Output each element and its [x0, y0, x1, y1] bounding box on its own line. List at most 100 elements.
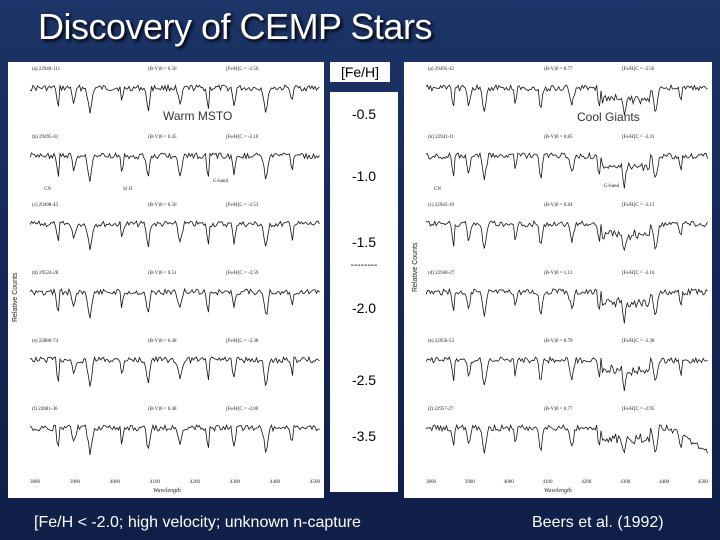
feature-label: CN [434, 187, 441, 192]
spectrum-color-index: (B-V)0 = 0.50 [148, 67, 177, 72]
spectrum-id: (b) 22941-11 [428, 135, 455, 140]
spectrum-panel: (a) 22940-111 (B-V)0 = 0.50 [Fe/H]C = -2.5… [30, 66, 320, 126]
spectrum-trace [426, 151, 708, 189]
left-y-axis-label: Relative Counts [12, 272, 19, 322]
spectrum-id: (a) 22940-111 [32, 67, 61, 72]
right-y-axis-label: Relative Counts [412, 242, 419, 292]
left-spectra-figure: Relative Counts (a) 22940-111 (B-V)0 = 0.… [8, 62, 324, 498]
spectrum-id: (b) 29495-41 [32, 135, 59, 140]
right-spectra-figure: Relative Counts (a) 29495-42 (B-V)0 = 0.7… [404, 62, 712, 498]
spectrum-trace [30, 152, 320, 182]
spectrum-color-index: (B-V)0 = 0.48 [148, 407, 177, 412]
metallicity-level: -1.5 [351, 234, 377, 250]
feature-label: Sr II [123, 187, 133, 192]
spectrum-metallicity: [Fe/H]C = -2.56 [226, 67, 259, 72]
spectrum-panel: (f) 22957-27 (B-V)0 = 0.77 [Fe/H]C = -2.95 [426, 406, 708, 466]
footer-criteria: [Fe/H < -2.0; high velocity; unknown n-c… [34, 514, 361, 531]
tick-label: 4000 [110, 480, 120, 485]
tick-label: 4100 [150, 480, 160, 485]
tick-label: 4400 [270, 480, 280, 485]
left-x-axis-label: Wavelength [153, 488, 181, 494]
spectrum-metallicity: [Fe/H]C = -3.16 [622, 271, 655, 276]
spectrum-trace [426, 219, 708, 252]
tick-label: 4500 [697, 480, 708, 485]
spectrum-trace [30, 355, 320, 387]
tick-label: 3800 [30, 480, 40, 485]
spectrum-color-index: (B-V)0 = 1.13 [544, 271, 573, 276]
spectrum-color-index: (B-V)0 = 0.84 [544, 203, 573, 208]
spectrum-trace [30, 423, 320, 456]
spectrum-trace [30, 83, 320, 114]
spectrum-panel: (c) 29498-43 (B-V)0 = 0.50 [Fe/H]C = -2.53 [30, 202, 320, 262]
spectrum-id: (d) 22948-27 [428, 271, 455, 276]
spectrum-metallicity: [Fe/H]C = -2.95 [622, 407, 655, 412]
cool-giants-label: Cool Giants [577, 110, 640, 124]
spectrum-panel: (e) 22880-74 (B-V)0 = 0.48 [Fe/H]C = -2.38 [30, 338, 320, 398]
spectrum-id: (c) 29498-43 [32, 203, 58, 208]
spectrum-panel: (c) 22945-19 (B-V)0 = 0.84 [Fe/H]C = -3.13 [426, 202, 708, 262]
spectrum-color-index: (B-V)0 = 0.51 [148, 271, 177, 276]
tick-label: 3800 [426, 480, 436, 485]
scale-background [330, 92, 398, 492]
spectrum-trace [426, 355, 708, 392]
spectrum-trace [426, 423, 708, 454]
right-x-axis-label: Wavelength [544, 488, 572, 494]
metallicity-level: -1.0 [351, 168, 377, 184]
divider-dashes: -------- [350, 260, 378, 271]
metallicity-level: -2.0 [351, 300, 377, 316]
spectrum-trace [30, 287, 320, 319]
spectrum-color-index: (B-V)0 = 0.50 [148, 203, 177, 208]
metallicity-scale: -0.5 -1.0 -1.5 -------- -2.0 -2.5 -3.5 [324, 62, 404, 498]
spectrum-metallicity: [Fe/H]C = -2.56 [622, 67, 655, 72]
spectrum-color-index: (B-V)0 = 0.48 [148, 339, 177, 344]
slide-title: Discovery of CEMP Stars [38, 6, 432, 47]
spectrum-id: (a) 29495-42 [428, 67, 454, 72]
tick-label: 3900 [70, 480, 80, 485]
tick-label: 4200 [581, 480, 592, 485]
spectrum-metallicity: [Fe/H]C = -2.53 [226, 203, 259, 208]
spectrum-panel: (b) 22941-11 (B-V)0 = 0.85 [Fe/H]C = -3.31 [426, 134, 708, 194]
spectrum-metallicity: [Fe/H]C = -2.10 [226, 135, 259, 140]
spectrum-trace [426, 287, 708, 324]
footer-citation: Beers et al. (1992) [532, 514, 664, 531]
tick-label: 4200 [190, 480, 200, 485]
right-x-ticks: 3800 3900 4000 4100 4200 4300 4400 4500 [426, 480, 708, 485]
metallicity-level: -2.5 [351, 372, 377, 388]
feature-label: CN [44, 187, 51, 192]
feature-label: G-band [213, 179, 228, 184]
spectrum-id: (e) 22880-74 [32, 339, 58, 344]
spectrum-metallicity: [Fe/H]C = -2.59 [226, 271, 259, 276]
tick-label: 4400 [659, 480, 670, 485]
spectrum-metallicity: [Fe/H]C = -3.13 [622, 203, 655, 208]
tick-label: 4000 [503, 480, 514, 485]
spectrum-id: (d) 29524-28 [32, 271, 59, 276]
tick-label: 4500 [310, 480, 320, 485]
metallicity-level: -3.5 [351, 428, 377, 444]
spectrum-color-index: (B-V)0 = 0.77 [544, 407, 573, 412]
spectrum-trace [426, 83, 708, 116]
spectrum-panel: (a) 29495-42 (B-V)0 = 0.77 [Fe/H]C = -2.56 [426, 66, 708, 126]
tick-label: 4100 [542, 480, 553, 485]
feature-label: G-band [604, 184, 619, 189]
spectrum-panel: (d) 22948-27 (B-V)0 = 1.13 [Fe/H]C = -3.16 [426, 270, 708, 330]
spectrum-color-index: (B-V)0 = 0.77 [544, 67, 573, 72]
spectrum-id: (e) 22950-53 [428, 339, 454, 344]
tick-label: 4300 [620, 480, 631, 485]
spectrum-id: (c) 22945-19 [428, 203, 454, 208]
spectrum-metallicity: [Fe/H]C = -2.38 [226, 339, 259, 344]
left-x-ticks: 3800 3900 4000 4100 4200 4300 4400 4500 [30, 480, 320, 485]
spectrum-color-index: (B-V)0 = 0.85 [544, 135, 573, 140]
tick-label: 3900 [464, 480, 475, 485]
spectrum-panel: (f) 22881-36 (B-V)0 = 0.48 [Fe/H]C = -2.00 [30, 406, 320, 466]
spectrum-panel: (e) 22950-53 (B-V)0 = 0.79 [Fe/H]C = -3.38 [426, 338, 708, 398]
spectrum-panel: (d) 29524-28 (B-V)0 = 0.51 [Fe/H]C = -2.59 [30, 270, 320, 330]
feh-header: [Fe/H] [330, 62, 390, 82]
spectrum-metallicity: [Fe/H]C = -2.00 [226, 407, 259, 412]
warm-msto-label: Warm MSTO [163, 109, 233, 123]
spectrum-color-index: (B-V)0 = 0.45 [148, 135, 177, 140]
spectrum-trace [30, 220, 320, 251]
metallicity-level: -0.5 [351, 106, 377, 122]
spectrum-color-index: (B-V)0 = 0.79 [544, 339, 573, 344]
spectrum-panel: (b) 29495-41 (B-V)0 = 0.45 [Fe/H]C = -2.10 [30, 134, 320, 194]
spectrum-id: (f) 22957-27 [428, 407, 454, 412]
